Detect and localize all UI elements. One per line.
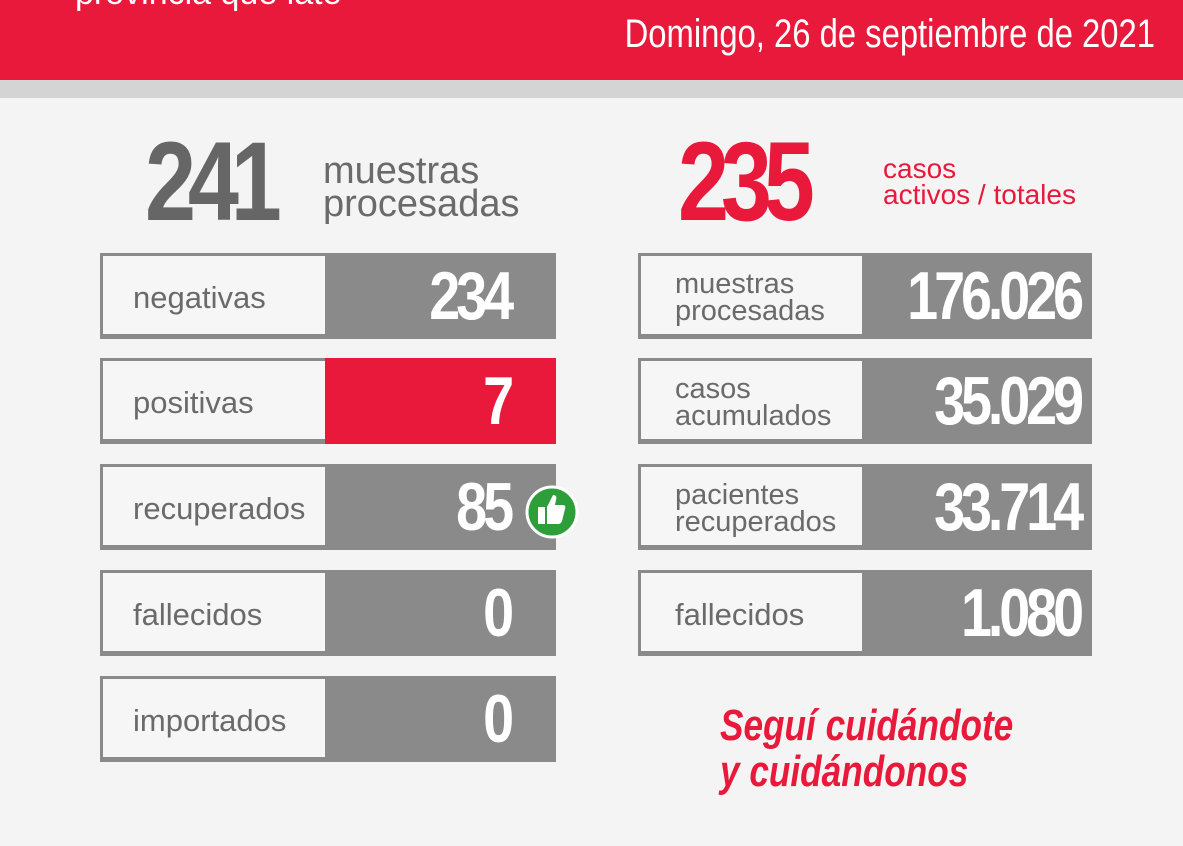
stat-row: fallecidos 0 xyxy=(100,570,556,656)
rows: negativas 234 positivas 7 recuperados 85 falle… xyxy=(100,253,1092,762)
daily-total-label: muestras xyxy=(323,150,479,192)
thumb xyxy=(538,495,566,524)
stat-row: recuperados 85 xyxy=(100,464,556,550)
value-group: 234 xyxy=(429,259,518,334)
label-box xyxy=(103,256,325,334)
value-box xyxy=(862,253,1092,339)
row-value: 0 xyxy=(483,682,513,757)
stat-row: negativas 234 xyxy=(100,253,556,339)
value-box xyxy=(325,570,556,656)
header-bar xyxy=(0,0,1183,80)
value-box xyxy=(862,570,1092,656)
tagline: provincia que late xyxy=(75,0,342,12)
cumulative-total-label: activos / totales xyxy=(883,179,1076,210)
slogan: Seguí cuidándote xyxy=(720,701,1013,750)
row-label: positivas xyxy=(133,385,254,420)
value-box xyxy=(862,358,1092,444)
row-label: negativas xyxy=(133,280,266,315)
value-box xyxy=(325,253,556,339)
label-box xyxy=(641,361,862,439)
label-box xyxy=(103,679,325,757)
row-label: fallecidos xyxy=(133,597,262,632)
label-box xyxy=(103,467,325,545)
value-box xyxy=(325,464,556,550)
row-label: recuperados xyxy=(675,506,836,538)
stat-row: fallecidos 1.080 xyxy=(638,570,1092,656)
label-box xyxy=(641,467,862,545)
header-stripe xyxy=(0,80,1183,98)
value-group: 35.029 xyxy=(934,364,1087,439)
date: Domingo, 26 de septiembre de 2021 xyxy=(625,11,1155,56)
row-value: 234 xyxy=(429,259,514,334)
row-label: fallecidos xyxy=(675,597,804,632)
value-box xyxy=(325,676,556,762)
cumulative-total-label: casos xyxy=(883,153,956,184)
row-value: 35.029 xyxy=(934,364,1083,439)
value-group: 176.026 xyxy=(907,259,1087,334)
slogan: y cuidándonos xyxy=(718,747,968,796)
row-value: 33.714 xyxy=(934,470,1084,545)
stat-row: importados 0 xyxy=(100,676,556,762)
thumbs-up-icon xyxy=(525,485,579,539)
label-box xyxy=(103,573,325,651)
value-group: 85 xyxy=(456,470,517,545)
row-value: 85 xyxy=(456,470,512,545)
row-label: casos xyxy=(675,373,751,405)
row-value: 7 xyxy=(483,364,512,439)
value-group: 1.080 xyxy=(961,576,1087,651)
daily-total: 241 xyxy=(145,118,280,244)
value-group: 33.714 xyxy=(934,470,1088,545)
row-label: acumulados xyxy=(675,400,831,432)
row-value: 176.026 xyxy=(907,259,1083,334)
value-group: 7 xyxy=(483,364,516,439)
value-box xyxy=(862,464,1092,550)
daily-total-label: procesadas xyxy=(323,183,519,225)
cumulative-total: 235 xyxy=(678,118,813,244)
label-box xyxy=(641,256,862,334)
value-group: 0 xyxy=(483,682,517,757)
value-box xyxy=(325,358,556,444)
row-value: 0 xyxy=(483,576,513,651)
stat-row: positivas 7 xyxy=(100,358,556,444)
label-box xyxy=(103,361,325,439)
row-label: recuperados xyxy=(133,491,305,526)
row-value: 1.080 xyxy=(961,576,1083,651)
row-label: procesadas xyxy=(675,295,825,327)
row-label: muestras xyxy=(675,268,794,300)
row-label: pacientes xyxy=(675,479,799,511)
row-label: importados xyxy=(133,703,286,738)
label-box xyxy=(641,573,862,651)
value-group: 0 xyxy=(483,576,517,651)
